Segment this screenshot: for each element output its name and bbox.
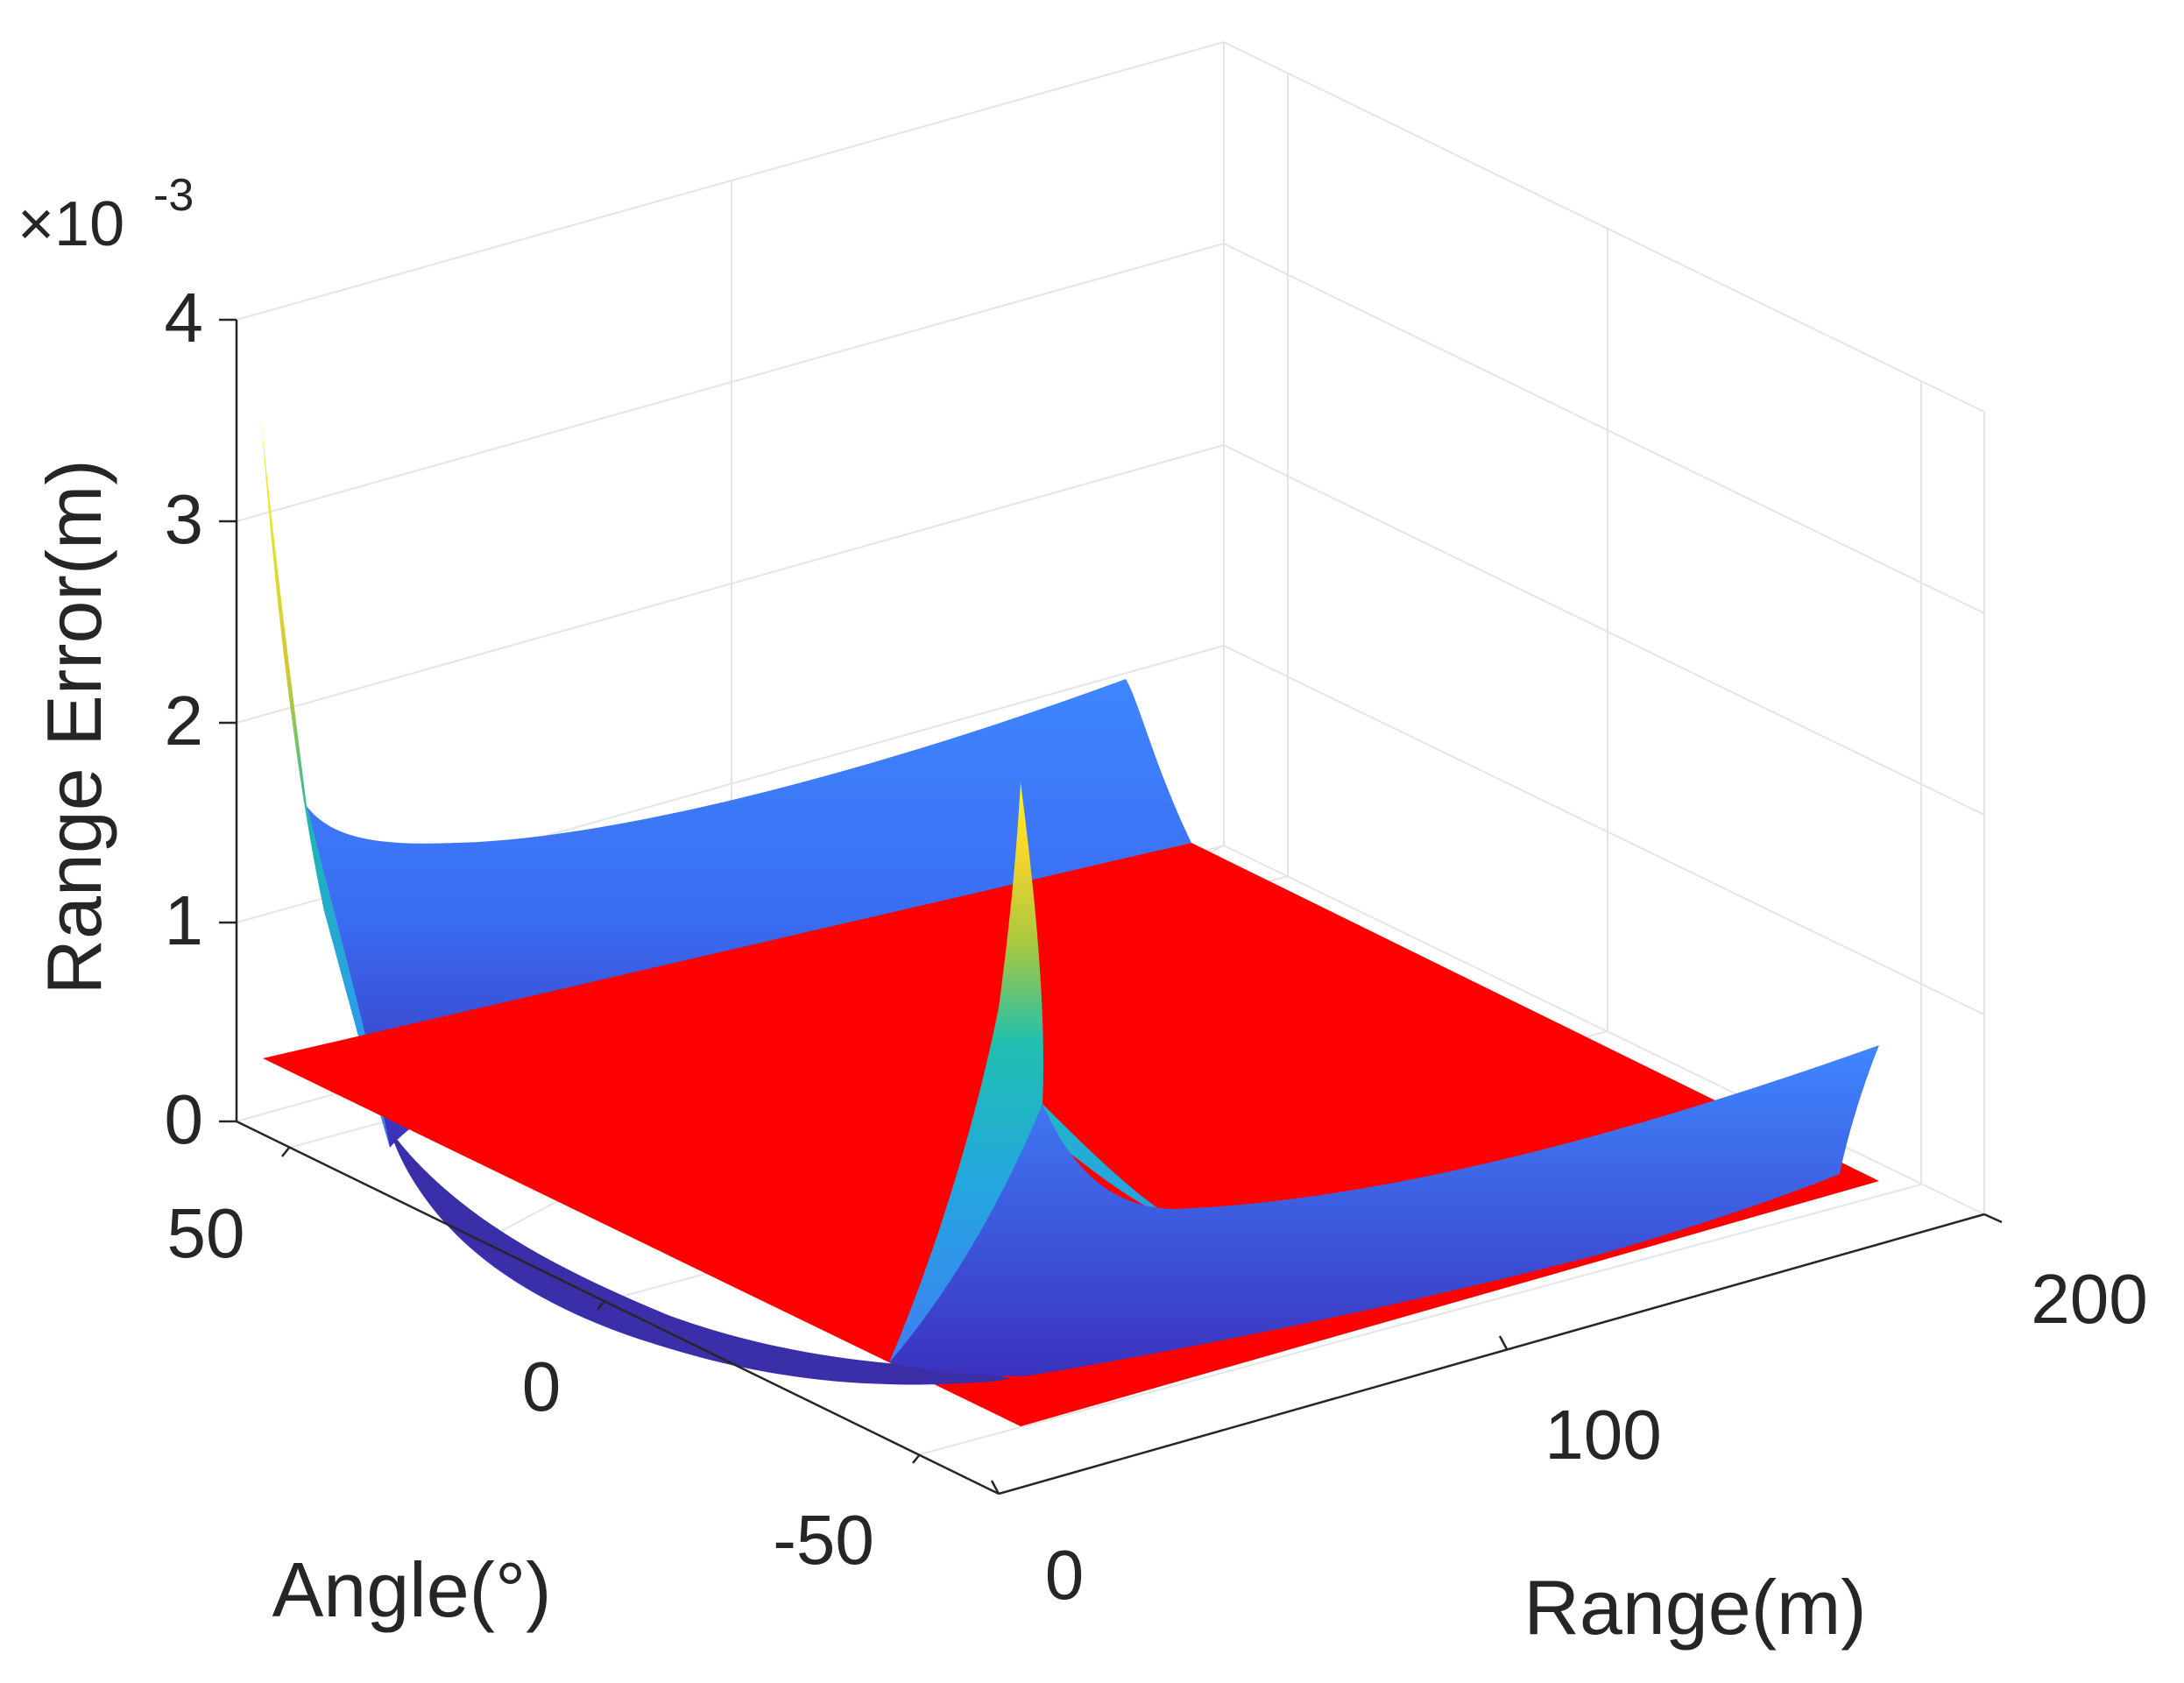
y-tick-labels: 50 0 -50 — [167, 1194, 874, 1579]
y-tick-label: 0 — [522, 1347, 562, 1425]
x-tick-label: 100 — [1544, 1396, 1661, 1474]
z-exponent-label: ×10 -3 — [18, 170, 194, 259]
y-tick-label: 50 — [167, 1194, 245, 1272]
surface-front-wall — [889, 1045, 1879, 1376]
tick-marks — [219, 318, 2003, 1495]
z-exponent-power: -3 — [153, 170, 194, 221]
z-tick-label: 4 — [165, 279, 204, 357]
surface-spike — [889, 782, 1174, 1362]
x-tick-labels: 0 100 200 — [1045, 1260, 2148, 1614]
error-surface — [261, 419, 1879, 1426]
z-exponent-base: ×10 — [18, 189, 124, 259]
x-tick-label: 200 — [2031, 1260, 2147, 1338]
z-tick-label: 2 — [165, 682, 204, 760]
x-tick-label: 0 — [1045, 1536, 1085, 1614]
z-tick-label: 0 — [165, 1080, 204, 1158]
z-axis-label: Range Error(m) — [31, 459, 117, 994]
y-axis-label: Angle(°) — [272, 1546, 552, 1633]
threshold-plane-front — [946, 1181, 1879, 1426]
y-tick-label: -50 — [773, 1501, 874, 1579]
z-tick-label: 1 — [165, 881, 204, 959]
z-tick-labels: 4 3 2 1 0 — [165, 279, 204, 1158]
x-axis-label: Range(m) — [1523, 1564, 1866, 1651]
z-tick-label: 3 — [165, 480, 204, 558]
axes-lines — [235, 320, 1985, 1496]
